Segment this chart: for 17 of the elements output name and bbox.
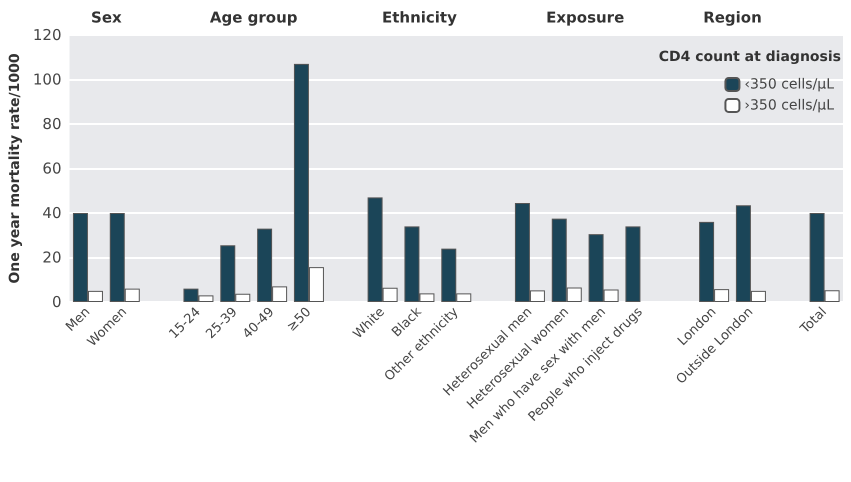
bar <box>625 226 640 302</box>
text: Exposure <box>546 8 624 26</box>
legend-label: ›350 cells/μL <box>744 98 834 114</box>
y-tick-label: 60 <box>42 160 62 178</box>
y-tick-label: 80 <box>42 115 62 133</box>
y-tick-label: 120 <box>32 26 62 44</box>
text: Age group <box>210 8 298 26</box>
text: Ethnicity <box>382 8 458 26</box>
legend-label: ‹350 cells/μL <box>744 76 834 92</box>
text: Sex <box>91 8 122 26</box>
text: Region <box>703 8 762 26</box>
y-tick-label: 20 <box>42 248 62 266</box>
legend-title: CD4 count at diagnosis <box>658 49 841 65</box>
y-tick-label: 40 <box>42 204 62 222</box>
y-tick-label: 0 <box>52 293 62 311</box>
y-axis-title: One year mortality rate/1000 <box>7 53 23 284</box>
y-tick-label: 100 <box>32 70 62 88</box>
